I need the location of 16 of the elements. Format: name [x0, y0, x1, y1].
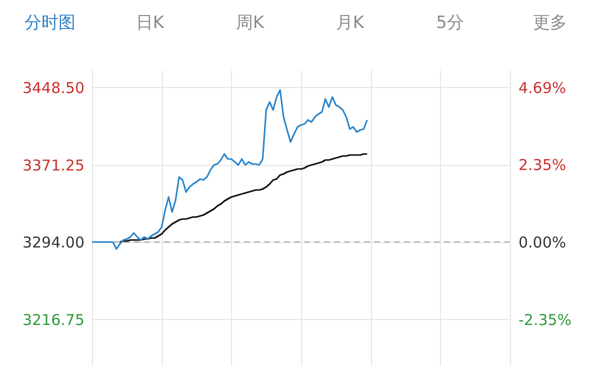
text: 月K	[336, 13, 365, 33]
text: 周K	[236, 13, 265, 33]
text: 日K	[136, 13, 165, 33]
line-series	[92, 89, 368, 250]
y2-tick-label: -2.35%	[518, 311, 572, 330]
text: 分时图	[24, 13, 76, 33]
text: 5分	[436, 13, 464, 33]
y-tick-label: 3216.75	[22, 310, 84, 329]
y2-tick-label: 2.35%	[518, 156, 566, 174]
y2-tick-label: 0.00%	[518, 234, 566, 252]
y2-tick-label: 4.69%	[518, 78, 566, 97]
text: 更多	[533, 13, 567, 33]
y-tick-label: 3294.00	[22, 234, 84, 252]
line-series	[119, 153, 368, 243]
y-tick-label: 3371.25	[22, 156, 84, 174]
y-tick-label: 3448.50	[22, 79, 84, 97]
